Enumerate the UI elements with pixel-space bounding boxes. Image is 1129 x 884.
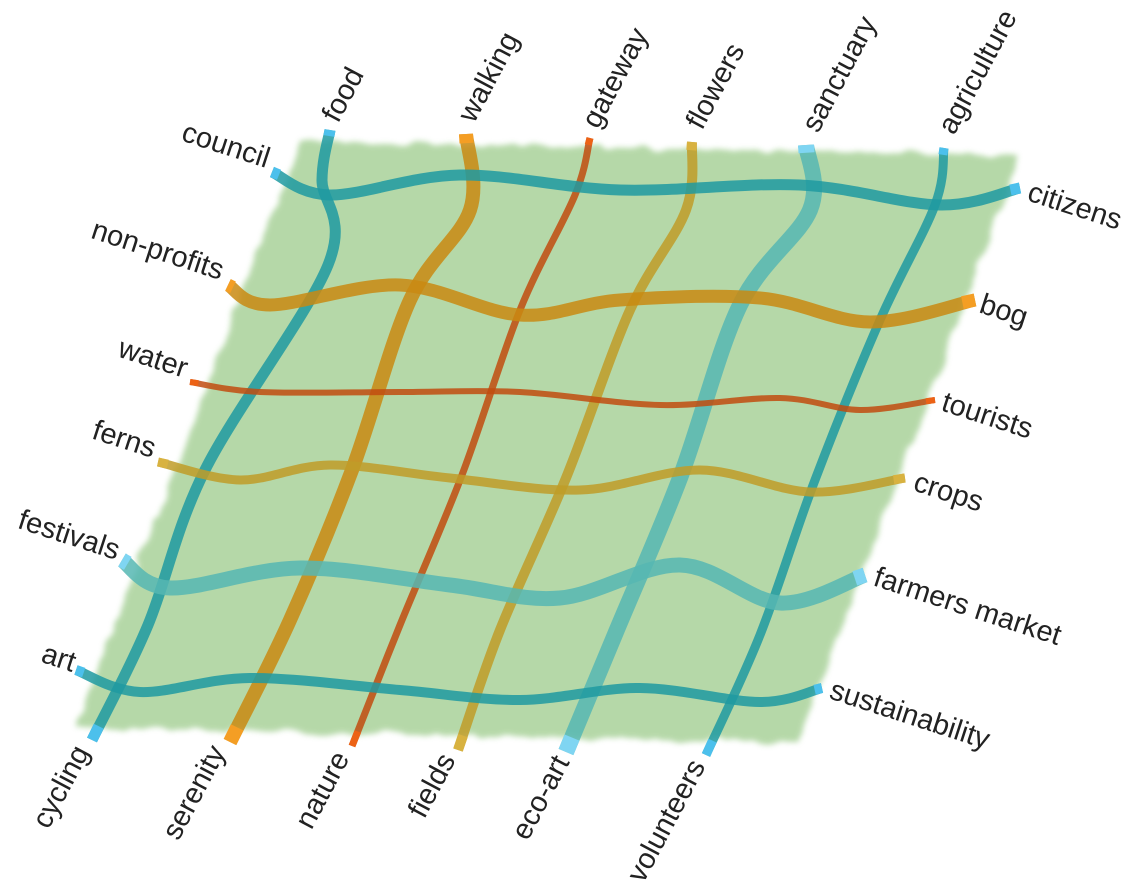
horizontal-thread-festivals-end-cap [852,567,868,586]
bottom-label-fields: fields [402,748,462,823]
horizontal-thread-council-end-cap [1009,182,1022,196]
vertical-thread-walking-start-cap [459,133,474,144]
top-label-food: food [316,62,371,127]
bottom-labels: cycling serenity nature fields eco-art v… [26,740,712,884]
left-label-council: council [178,116,274,174]
horizontal-thread-ferns-end-cap [892,473,906,485]
top-label-gateway: gateway [576,22,655,133]
right-label-crops: crops [910,466,987,518]
horizontal-thread-council-start-cap [269,166,282,180]
vertical-thread-walking-end-cap [223,724,244,746]
vertical-thread-walking [223,133,481,746]
vertical-thread-agriculture-end-cap [701,738,717,757]
right-label-citizens: citizens [1024,176,1126,236]
top-label-flowers: flowers [680,38,751,134]
horizontal-thread-ferns-start-cap [157,457,169,469]
bottom-label-eco-art: eco-art [506,750,577,845]
vertical-thread-food-body [87,128,341,743]
horizontal-thread-festivals [117,553,868,611]
bottom-label-nature: nature [289,746,356,834]
horizontal-thread-art-end-cap [813,683,824,695]
horizontal-thread-festivals-body [117,553,868,611]
bottom-label-serenity: serenity [156,740,232,845]
horizontal-thread-non-profits-start-cap [225,279,236,294]
top-labels: food walking gateway flowers sanctuary a… [316,5,1024,140]
horizontal-thread-ferns [156,457,906,497]
horizontal-thread-non-profits-body [224,278,977,329]
top-label-sanctuary: sanctuary [796,11,884,137]
top-label-walking: walking [451,27,525,128]
right-label-bog: bog [976,288,1032,333]
vertical-thread-food-start-cap [323,129,336,137]
vertical-thread-walking-body [223,133,481,746]
top-label-agriculture: agriculture [932,5,1024,140]
vertical-thread-flowers [453,141,698,752]
vertical-thread-sanctuary-body [558,143,823,756]
left-label-festivals: festivals [14,504,124,567]
left-label-non-profits: non-profits [88,214,228,287]
vertical-thread-agriculture-start-cap [938,147,949,156]
vertical-thread-gateway-body [348,137,594,748]
horizontal-thread-festivals-start-cap [118,553,132,570]
vertical-thread-sanctuary [558,143,823,756]
horizontal-threads [74,166,1022,708]
right-label-farmers-market: farmers market [870,561,1065,652]
vertical-thread-food [87,128,341,743]
horizontal-thread-ferns-body [156,457,906,497]
horizontal-thread-water-start-cap [189,379,199,387]
left-label-art: art [38,638,80,679]
bottom-label-cycling: cycling [26,740,96,833]
vertical-thread-gateway [348,137,594,748]
horizontal-thread-art-body [74,665,824,708]
horizontal-thread-water-end-cap [925,397,936,405]
horizontal-thread-non-profits [224,278,977,329]
horizontal-thread-council-body [269,166,1022,211]
horizontal-thread-art [74,665,824,708]
left-label-ferns: ferns [89,414,160,464]
vertical-thread-flowers-end-cap [453,733,468,752]
vertical-thread-food-end-cap [87,723,104,743]
vertical-thread-sanctuary-end-cap [558,734,580,756]
vertical-thread-flowers-start-cap [686,141,697,151]
right-label-tourists: tourists [938,386,1037,445]
vertical-thread-flowers-body [453,141,698,752]
right-label-sustainability: sustainability [826,674,994,756]
vertical-thread-gateway-start-cap [584,137,594,146]
vertical-threads [87,128,949,757]
horizontal-thread-art-start-cap [74,665,86,678]
vertical-thread-sanctuary-start-cap [798,144,815,154]
bottom-label-volunteers: volunteers [621,754,712,884]
horizontal-thread-council [269,166,1022,211]
horizontal-thread-water [189,379,936,414]
vertical-thread-gateway-end-cap [348,730,362,748]
horizontal-thread-non-profits-end-cap [961,293,977,309]
horizontal-thread-water-body [189,379,936,414]
left-label-water: water [113,332,192,385]
